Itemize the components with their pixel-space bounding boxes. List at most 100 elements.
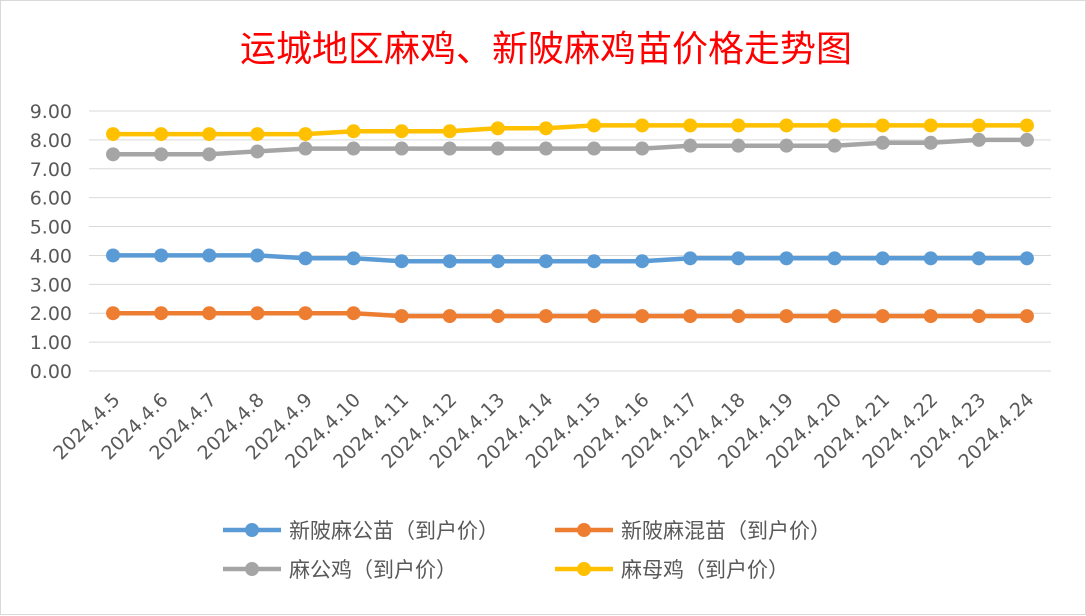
y-tick-label: 9.00 <box>30 101 72 123</box>
data-point <box>923 309 938 324</box>
data-point <box>875 118 890 133</box>
data-point <box>346 124 361 139</box>
series-2 <box>106 306 1034 324</box>
data-point <box>779 118 794 133</box>
data-point <box>779 251 794 266</box>
data-point <box>346 251 361 266</box>
data-point <box>971 118 986 133</box>
data-point <box>538 141 553 156</box>
data-point <box>442 141 457 156</box>
data-point <box>106 127 121 142</box>
data-point <box>875 251 890 266</box>
data-point <box>971 251 986 266</box>
y-tick-label: 8.00 <box>30 130 72 152</box>
data-point <box>538 121 553 136</box>
data-point <box>827 118 842 133</box>
legend-label: 麻母鸡（到户价） <box>621 558 789 582</box>
data-point <box>1019 251 1034 266</box>
y-tick-label: 5.00 <box>30 217 72 239</box>
series-1 <box>106 248 1034 269</box>
y-tick-label: 6.00 <box>30 188 72 210</box>
y-tick-label: 3.00 <box>30 274 72 296</box>
legend-item: 麻公鸡（到户价） <box>223 558 457 582</box>
x-axis: 2024.4.52024.4.62024.4.72024.4.82024.4.9… <box>49 389 1038 473</box>
data-point <box>250 144 265 159</box>
data-point <box>635 254 650 269</box>
data-point <box>298 141 313 156</box>
legend: 新陂麻公苗（到户价） 新陂麻混苗（到户价） 麻公鸡（到户价） 麻母鸡（到户价） <box>223 519 831 582</box>
data-point <box>442 309 457 324</box>
data-point <box>490 309 505 324</box>
data-point <box>923 251 938 266</box>
legend-swatch-marker <box>577 523 591 537</box>
data-point <box>827 251 842 266</box>
data-point <box>298 127 313 142</box>
data-point <box>731 251 746 266</box>
data-point <box>1019 118 1034 133</box>
data-point <box>490 121 505 136</box>
data-point <box>394 254 409 269</box>
legend-label: 新陂麻混苗（到户价） <box>621 519 831 543</box>
data-point <box>346 306 361 321</box>
data-point <box>394 124 409 139</box>
series-line <box>110 137 1030 157</box>
data-point <box>683 309 698 324</box>
data-point <box>731 118 746 133</box>
data-point <box>538 309 553 324</box>
series-line <box>110 253 1030 264</box>
series-group <box>106 118 1034 324</box>
data-point <box>106 147 121 162</box>
data-point <box>683 251 698 266</box>
data-point <box>587 141 602 156</box>
data-point <box>587 309 602 324</box>
data-point <box>154 248 169 263</box>
data-point <box>827 138 842 153</box>
data-point <box>202 147 217 162</box>
y-axis: 0.00 1.00 2.00 3.00 4.00 5.00 6.00 7.00 8.00 9.00 <box>30 101 72 383</box>
data-point <box>683 138 698 153</box>
legend-item: 新陂麻公苗（到户价） <box>223 519 499 543</box>
data-point <box>923 118 938 133</box>
chart-title: 运城地区麻鸡、新陂麻鸡苗价格走势图 <box>240 29 852 70</box>
data-point <box>731 309 746 324</box>
data-point <box>106 306 121 321</box>
data-point <box>538 254 553 269</box>
data-point <box>490 141 505 156</box>
data-point <box>106 248 121 263</box>
data-point <box>250 306 265 321</box>
legend-item: 新陂麻混苗（到户价） <box>555 519 831 543</box>
legend-swatch-marker <box>577 562 591 576</box>
data-point <box>154 306 169 321</box>
series-4 <box>106 118 1034 142</box>
data-point <box>587 118 602 133</box>
data-point <box>298 306 313 321</box>
data-point <box>346 141 361 156</box>
y-tick-label: 7.00 <box>30 159 72 181</box>
data-point <box>442 124 457 139</box>
data-point <box>154 127 169 142</box>
data-point <box>635 141 650 156</box>
data-point <box>779 309 794 324</box>
data-point <box>394 309 409 324</box>
data-point <box>442 254 457 269</box>
y-tick-label: 1.00 <box>30 332 72 354</box>
data-point <box>587 254 602 269</box>
data-point <box>779 138 794 153</box>
data-point <box>875 135 890 150</box>
data-point <box>202 306 217 321</box>
data-point <box>250 248 265 263</box>
data-point <box>298 251 313 266</box>
legend-item: 麻母鸡（到户价） <box>555 558 789 582</box>
data-point <box>490 254 505 269</box>
legend-label: 新陂麻公苗（到户价） <box>289 519 499 543</box>
data-point <box>202 127 217 142</box>
legend-swatch-marker <box>245 523 259 537</box>
data-point <box>875 309 890 324</box>
series-line <box>110 123 1030 137</box>
data-point <box>971 132 986 147</box>
data-point <box>827 309 842 324</box>
data-point <box>154 147 169 162</box>
data-point <box>394 141 409 156</box>
